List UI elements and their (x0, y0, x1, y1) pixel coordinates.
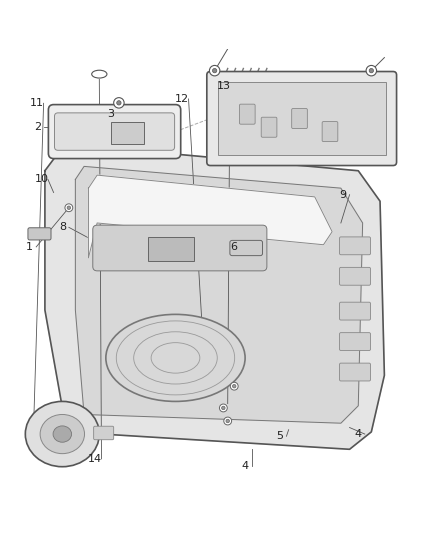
Polygon shape (75, 166, 363, 423)
FancyBboxPatch shape (339, 333, 371, 351)
Text: 1: 1 (26, 242, 33, 252)
Circle shape (369, 68, 374, 73)
Text: 4: 4 (355, 429, 362, 439)
Ellipse shape (53, 426, 71, 442)
FancyBboxPatch shape (48, 104, 181, 158)
Ellipse shape (92, 70, 107, 78)
FancyBboxPatch shape (207, 71, 396, 166)
FancyBboxPatch shape (339, 363, 371, 381)
FancyBboxPatch shape (339, 268, 371, 285)
FancyBboxPatch shape (339, 302, 371, 320)
FancyBboxPatch shape (230, 240, 262, 256)
FancyBboxPatch shape (28, 228, 51, 240)
Text: 10: 10 (35, 174, 49, 184)
Circle shape (219, 404, 227, 412)
Circle shape (233, 384, 236, 388)
Circle shape (67, 206, 71, 209)
FancyBboxPatch shape (261, 117, 277, 137)
FancyBboxPatch shape (218, 83, 386, 155)
Circle shape (366, 66, 377, 76)
Circle shape (212, 68, 217, 73)
Circle shape (114, 98, 124, 108)
FancyBboxPatch shape (148, 237, 194, 261)
Circle shape (209, 66, 220, 76)
Text: 13: 13 (216, 81, 230, 91)
Text: 11: 11 (30, 98, 44, 108)
Circle shape (224, 417, 232, 425)
Circle shape (117, 101, 121, 105)
FancyBboxPatch shape (240, 104, 255, 124)
Text: 8: 8 (59, 222, 66, 232)
Circle shape (222, 406, 225, 410)
FancyBboxPatch shape (322, 122, 338, 142)
Ellipse shape (25, 401, 99, 467)
FancyBboxPatch shape (54, 113, 175, 150)
Text: 12: 12 (175, 94, 189, 104)
Text: 6: 6 (231, 242, 238, 252)
FancyBboxPatch shape (292, 109, 307, 128)
Circle shape (230, 382, 238, 390)
FancyBboxPatch shape (339, 237, 371, 255)
Polygon shape (45, 144, 385, 449)
Text: 4: 4 (241, 461, 249, 471)
Text: 3: 3 (107, 109, 114, 119)
Circle shape (65, 204, 73, 212)
Ellipse shape (40, 415, 85, 454)
Text: 2: 2 (34, 122, 41, 132)
Ellipse shape (106, 314, 245, 401)
Circle shape (226, 419, 230, 423)
FancyBboxPatch shape (111, 122, 144, 144)
Polygon shape (88, 175, 332, 258)
FancyBboxPatch shape (94, 426, 114, 440)
Text: 9: 9 (339, 190, 346, 200)
Text: 5: 5 (276, 431, 283, 441)
FancyBboxPatch shape (93, 225, 267, 271)
Text: 14: 14 (88, 454, 102, 464)
